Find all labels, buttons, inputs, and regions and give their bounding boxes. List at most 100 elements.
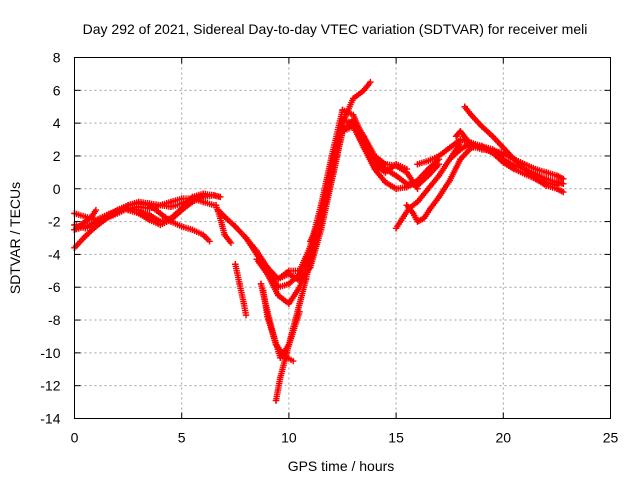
data-point <box>560 175 567 183</box>
y-tick-label: 6 <box>53 82 61 98</box>
data-point <box>457 128 464 135</box>
data-point <box>414 177 421 184</box>
data-point <box>277 374 284 381</box>
data-point <box>425 157 432 165</box>
data-point <box>199 193 207 201</box>
data-point <box>339 128 346 135</box>
data-point <box>410 210 417 217</box>
data-point <box>264 313 271 320</box>
data-point <box>236 280 243 288</box>
data-point <box>425 185 432 192</box>
data-point <box>414 160 421 168</box>
y-tick-label: -14 <box>40 411 60 427</box>
data-point <box>560 188 567 196</box>
data-point <box>296 277 303 284</box>
data-point <box>167 203 175 211</box>
data-point <box>328 177 335 184</box>
data-point <box>82 233 89 240</box>
data-point <box>82 224 89 232</box>
data-point <box>307 238 314 245</box>
data-point <box>392 162 400 169</box>
data-point <box>283 349 290 357</box>
data-point <box>425 165 432 173</box>
data-point <box>257 280 265 288</box>
data-point <box>289 325 297 332</box>
x-tick-label: 25 <box>603 430 619 446</box>
data-point <box>253 256 260 263</box>
y-axis-label: SDTVAR / TECUs <box>7 182 23 294</box>
data-point <box>92 221 100 229</box>
data-point <box>210 192 218 199</box>
data-point <box>457 146 464 153</box>
data-point <box>427 205 434 212</box>
data-point <box>114 208 121 215</box>
data-point <box>461 103 468 110</box>
data-point <box>317 215 325 222</box>
data-point <box>435 152 443 160</box>
data-point <box>339 106 346 114</box>
data-point <box>489 133 496 140</box>
x-tick-label: 20 <box>496 430 512 446</box>
data-point <box>371 165 378 173</box>
data-point <box>232 223 239 230</box>
data-point <box>189 198 196 206</box>
data-point <box>232 261 239 268</box>
data-point <box>542 169 550 176</box>
data-point <box>217 193 224 201</box>
data-point <box>242 311 250 319</box>
plot-frame <box>74 57 611 419</box>
data-point <box>392 224 400 232</box>
data-point <box>272 397 280 404</box>
data-point <box>178 206 185 214</box>
series-arc8 <box>214 78 374 291</box>
data-point <box>435 172 443 179</box>
chart-title: Day 292 of 2021, Sidereal Day-to-day VTE… <box>83 21 588 37</box>
data-point <box>435 193 443 201</box>
series-arc22 <box>452 128 561 189</box>
y-tick-label: -10 <box>40 345 60 361</box>
series-arc3 <box>71 200 213 245</box>
data-point <box>521 165 528 173</box>
data-point <box>350 95 357 102</box>
data-point <box>227 239 235 247</box>
data-point <box>285 280 293 288</box>
data-point <box>285 270 293 278</box>
series-arc16 <box>307 116 421 245</box>
data-point <box>135 200 143 207</box>
data-point <box>264 270 271 278</box>
data-point <box>157 201 164 209</box>
data-point <box>403 169 411 176</box>
data-point <box>414 198 421 206</box>
data-point <box>425 172 432 179</box>
data-point <box>446 144 453 151</box>
data-point <box>296 267 303 275</box>
data-point <box>221 213 228 220</box>
data-point <box>360 144 368 151</box>
data-point <box>253 247 260 255</box>
data-point <box>124 206 132 214</box>
data-point <box>103 215 110 222</box>
data-point <box>240 300 248 307</box>
y-tick-label: 8 <box>53 50 61 66</box>
data-point <box>92 206 100 214</box>
series-arc15 <box>232 261 250 319</box>
y-tick-label: -8 <box>48 312 61 328</box>
data-point <box>414 185 421 192</box>
data-point <box>457 156 464 163</box>
y-tick-label: -12 <box>40 378 60 394</box>
data-point <box>274 292 282 299</box>
data-point <box>88 213 95 220</box>
data-point <box>307 264 314 271</box>
data-point <box>478 146 486 153</box>
series-arc13 <box>272 256 314 404</box>
x-tick-label: 15 <box>388 430 404 446</box>
data-point <box>157 210 164 217</box>
data-point <box>242 234 250 242</box>
data-point <box>542 179 550 186</box>
data-point <box>146 201 153 209</box>
data-point <box>360 87 368 94</box>
marker-trail <box>232 261 249 316</box>
data-point <box>382 179 389 186</box>
data-point <box>277 354 284 361</box>
